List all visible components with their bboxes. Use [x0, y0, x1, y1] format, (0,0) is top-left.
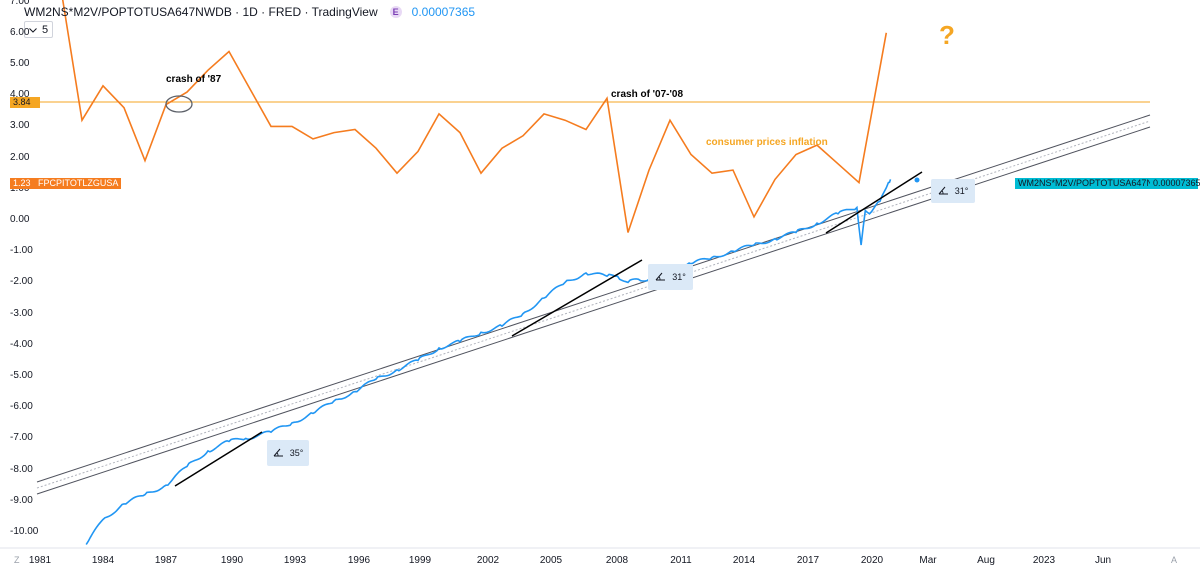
angle-icon — [655, 272, 666, 283]
x-tick-label: 2011 — [670, 555, 692, 566]
crash-08-label: crash of '07-'08 — [611, 89, 684, 100]
trend-line-1987 — [174, 431, 263, 487]
y-tick-label: 5.00 — [10, 58, 30, 69]
angle-value: 35° — [289, 448, 304, 458]
y-tick-label: -9.00 — [10, 494, 33, 506]
auto-scale-button[interactable]: A — [1171, 555, 1178, 565]
y-tick-label: 4.00 — [10, 89, 30, 101]
y-tick-label: 2.00 — [10, 151, 30, 163]
y-tick-label: 6.00 — [10, 26, 30, 38]
angle-icon — [938, 186, 949, 197]
x-tick-label: 2014 — [732, 555, 756, 566]
y-tick-label: -5.00 — [10, 370, 33, 381]
y-tick-label: -3.00 — [10, 307, 33, 319]
angle-box-2008[interactable]: 31° — [648, 264, 693, 290]
chart-header: WM2NS*M2V/POPTOTUSA647NWDB · 1D · FRED ·… — [24, 4, 475, 20]
x-tick-label: 1990 — [220, 555, 244, 566]
money-last-point — [914, 177, 920, 183]
x-tick-label: 1984 — [91, 555, 115, 566]
y-tick-label: -10.00 — [10, 526, 39, 537]
cpi-value-tag: 1.23 — [10, 178, 40, 189]
channel-upper-line — [36, 114, 1151, 483]
x-tick-label: Jun — [1094, 555, 1112, 566]
x-tick-label: 2002 — [476, 555, 500, 566]
reference-value-tag: 3.84 — [10, 97, 40, 108]
m2-value-tag: 0.00007365 — [1150, 178, 1200, 189]
x-tick-label: 1993 — [283, 555, 307, 566]
m2-name-tag: WM2NS*M2V/POPTOTUSA647NWDB — [1015, 178, 1177, 189]
y-tick-label: -4.00 — [10, 338, 33, 350]
y-tick-label: -8.00 — [10, 463, 33, 475]
angle-value: 31° — [672, 272, 686, 282]
y-tick-label: 3.00 — [10, 120, 30, 132]
trend-line-2018 — [825, 171, 923, 234]
channel-lower-line — [36, 126, 1151, 495]
x-tick-label: 2023 — [1032, 555, 1056, 566]
y-tick-label: 0.00 — [10, 214, 30, 225]
symbol-title[interactable]: WM2NS*M2V/POPTOTUSA647NWDB · 1D · FRED ·… — [24, 5, 378, 19]
trend-line-2003 — [511, 259, 643, 337]
x-tick-label: 2020 — [860, 555, 884, 566]
angle-icon — [273, 448, 284, 459]
exchange-badge: E — [389, 6, 402, 18]
x-tick-label: Aug — [977, 555, 995, 566]
cpi-series-label: consumer prices inflation — [706, 137, 828, 148]
crash-87-circle — [165, 95, 193, 113]
y-tick-label: 7.00 — [10, 0, 30, 7]
y-tick-label: -2.00 — [10, 276, 33, 288]
interval-selector[interactable]: 5 — [24, 21, 54, 38]
x-tick-label: 2017 — [796, 555, 820, 566]
angle-box-2021[interactable]: 31° — [931, 179, 975, 203]
x-tick-label: Mar — [919, 555, 937, 566]
cpi-name-tag: FPCPITOTLZGUSA — [35, 178, 122, 189]
channel-mid-line — [36, 120, 1151, 489]
money-per-capita-line — [85, 179, 892, 545]
x-tick-label: 1987 — [154, 555, 178, 566]
angle-value: 31° — [954, 186, 969, 196]
crash-87-label: crash of '87 — [166, 74, 222, 85]
y-tick-label: -1.00 — [10, 245, 33, 257]
timezone-corner-label[interactable]: Z — [14, 555, 20, 565]
last-value: 0.00007365 — [411, 5, 476, 19]
x-tick-label: 1996 — [347, 555, 371, 566]
x-tick-label: 2008 — [605, 555, 629, 566]
angle-box-1987[interactable]: 35° — [267, 440, 309, 466]
chevron-down-icon — [29, 24, 37, 36]
y-tick-label: -6.00 — [10, 401, 33, 413]
x-tick-label: 2005 — [539, 555, 563, 566]
interval-value: 5 — [42, 23, 49, 36]
y-tick-label: -7.00 — [10, 432, 33, 444]
cpi-inflation-line — [61, 0, 888, 233]
x-tick-label: 1999 — [408, 555, 432, 566]
x-tick-label: 1981 — [28, 555, 52, 566]
question-mark: ? — [939, 20, 955, 50]
